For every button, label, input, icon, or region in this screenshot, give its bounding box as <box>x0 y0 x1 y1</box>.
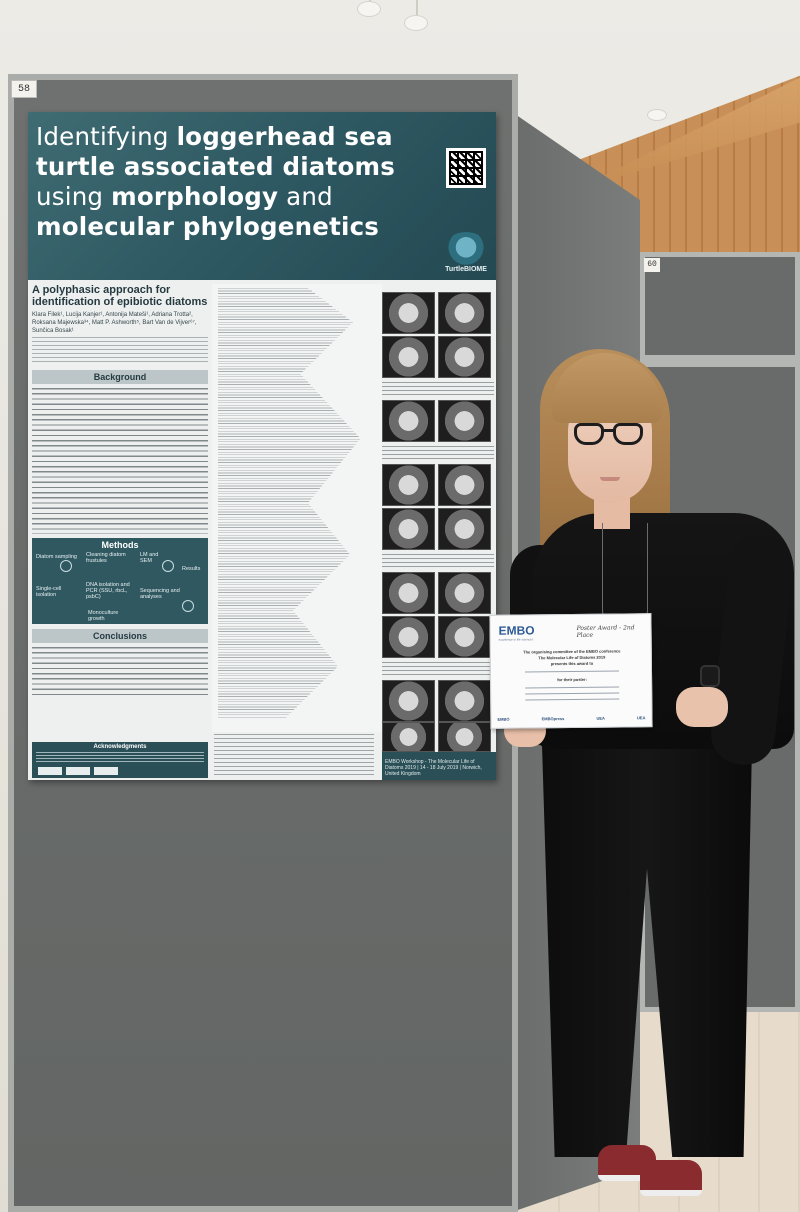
sem-image <box>382 400 435 442</box>
turtle-icon <box>60 560 72 572</box>
sem-image <box>438 722 491 752</box>
sem-image <box>382 722 435 752</box>
sem-image <box>438 572 491 614</box>
funder-logos <box>38 767 118 775</box>
turtle-logo-icon <box>444 232 488 266</box>
scientific-poster: Identifying loggerhead sea turtle associ… <box>28 112 496 780</box>
handwritten-line <box>525 686 620 689</box>
eu-logo-icon <box>38 767 62 775</box>
footer-text: EMBO Workshop - The Molecular Life of Di… <box>385 759 482 777</box>
method-step: Sequencing and analyses <box>140 588 180 600</box>
award-title: Poster Award - 2nd Place <box>576 624 635 639</box>
right-hand <box>676 687 728 727</box>
acknowledgments-box: Acknowledgments <box>32 742 208 778</box>
glasses-icon <box>574 423 604 445</box>
ceiling-lamp <box>648 110 666 120</box>
hrzz-logo-icon <box>94 767 118 775</box>
poster-header: Identifying loggerhead sea turtle associ… <box>28 112 496 280</box>
handwritten-line <box>525 698 620 701</box>
embo-tagline: excellence in life sciences <box>498 637 534 642</box>
figure-caption <box>382 662 494 678</box>
board-number-label: 58 <box>11 80 37 98</box>
person-presenter <box>490 345 800 1212</box>
conclusions-text <box>32 647 208 699</box>
sem-image <box>382 572 435 614</box>
sem-image <box>438 336 491 378</box>
cert-line: for their poster: <box>557 676 588 683</box>
sem-image <box>438 680 491 722</box>
certificate-logos: EMBO EMBOpress UEA UEA <box>497 715 645 722</box>
sem-image <box>438 400 491 442</box>
sem-image <box>438 508 491 550</box>
section-conclusions-heading: Conclusions <box>32 629 208 643</box>
title-segment: morphology <box>111 182 279 211</box>
method-step: DNA isolation and PCR (SSU, rbcL, psbC) <box>86 582 130 600</box>
method-step: Cleaning diatom frustules <box>86 552 126 564</box>
cert-logo: UEA <box>636 715 646 721</box>
cert-line: presents this award to <box>550 660 594 667</box>
method-step: LM and SEM <box>140 552 159 564</box>
poster-subtitle: A polyphasic approach for identification… <box>32 284 208 308</box>
glasses-bridge <box>602 429 614 432</box>
title-segment: loggerhead sea turtle associated diatoms <box>36 122 395 181</box>
handwritten-line <box>525 692 620 695</box>
title-segment: Identifying <box>36 122 177 151</box>
poster-left-column: A polyphasic approach for identification… <box>32 284 208 778</box>
method-step: Monoculture growth <box>88 610 119 622</box>
sem-image <box>438 464 491 506</box>
sem-image <box>382 292 435 334</box>
phylogenetic-tree-figure <box>212 284 382 732</box>
microscope-icon <box>162 560 174 572</box>
method-step: Diatom sampling <box>36 554 77 560</box>
sem-image <box>382 616 435 658</box>
figure-caption <box>382 446 494 462</box>
award-certificate: EMBO excellence in life sciences Poster … <box>489 613 653 729</box>
computer-icon <box>182 600 194 612</box>
poster-title: Identifying loggerhead sea turtle associ… <box>36 122 446 242</box>
tree-caption <box>214 734 374 776</box>
handwritten-name <box>525 670 620 673</box>
sem-image <box>438 292 491 334</box>
title-segment: using <box>36 182 112 211</box>
acknowledgments-heading: Acknowledgments <box>93 744 147 750</box>
board-divider <box>640 355 800 367</box>
figure-caption <box>382 382 494 398</box>
logo-text: TurtleBIOME <box>445 266 487 273</box>
cert-logo: EMBO <box>497 716 510 722</box>
figure-caption <box>382 554 494 570</box>
section-background-heading: Background <box>32 370 208 384</box>
background-text <box>32 388 208 534</box>
methods-panel: Methods Diatom sampling Cleaning diatom … <box>32 538 208 624</box>
sem-image <box>382 464 435 506</box>
glasses-icon <box>613 423 643 445</box>
section-methods-heading: Methods <box>101 540 139 550</box>
ceiling-lamp <box>405 16 427 30</box>
funder-logo-icon <box>66 767 90 775</box>
board-number-label: 60 <box>644 258 660 272</box>
method-step: Results <box>182 566 201 572</box>
embo-logo: EMBO <box>498 623 535 638</box>
sem-image <box>382 508 435 550</box>
title-segment: molecular phylogenetics <box>36 212 380 241</box>
method-step: Single-cell isolation <box>36 586 62 598</box>
mouth <box>600 477 620 481</box>
poster-footer: EMBO Workshop - The Molecular Life of Di… <box>382 752 496 780</box>
sem-image <box>382 336 435 378</box>
sem-image <box>382 680 435 722</box>
pants <box>542 745 752 1157</box>
title-segment: and <box>278 182 333 211</box>
lamp-wire <box>416 0 418 20</box>
sem-image <box>438 616 491 658</box>
right-shoe <box>640 1160 702 1196</box>
affiliations-block <box>32 337 208 365</box>
qr-code-icon <box>446 148 486 188</box>
poster-authors: Klara Filek¹, Lucija Kanjer¹, Antonija M… <box>32 312 197 334</box>
cert-logo: EMBOpress <box>541 716 565 722</box>
watch-icon <box>700 665 720 687</box>
cert-logo: UEA <box>596 715 605 721</box>
ceiling-lamp <box>358 2 380 16</box>
